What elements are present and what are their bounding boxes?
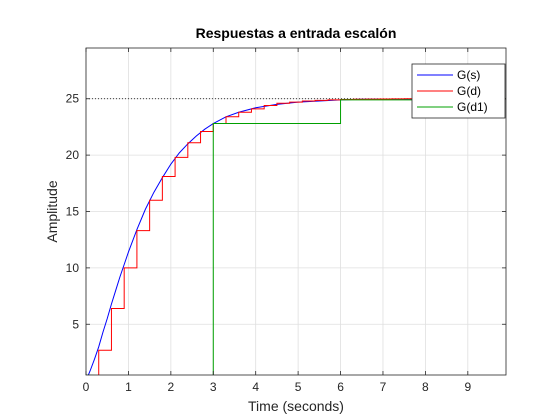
y-tick-label: 5 xyxy=(72,317,79,331)
x-tick-label: 6 xyxy=(337,380,344,394)
series-line-g-d xyxy=(86,98,506,375)
legend: G(s) G(d) G(d1) xyxy=(411,63,506,119)
x-tick-label: 8 xyxy=(422,380,429,394)
x-tick-label: 1 xyxy=(125,380,132,394)
x-axis-label: Time (seconds) xyxy=(248,398,344,414)
ticks xyxy=(85,48,506,375)
x-tick-label: 5 xyxy=(295,380,302,394)
x-tick-label: 4 xyxy=(252,380,259,394)
y-axis-label: Amplitude xyxy=(44,180,60,242)
legend-label-g-d1: G(d1) xyxy=(457,100,488,114)
legend-label-g-s: G(s) xyxy=(457,68,480,82)
x-tick-label: 7 xyxy=(380,380,387,394)
y-tick-label: 25 xyxy=(66,92,80,106)
tick-labels: 0 1 2 3 4 5 6 7 8 9 5 10 15 20 25 xyxy=(66,92,472,394)
x-tick-label: 0 xyxy=(83,380,90,394)
y-tick-label: 15 xyxy=(66,205,80,219)
y-tick-label: 10 xyxy=(66,261,80,275)
chart-title: Respuestas a entrada escalón xyxy=(196,25,397,41)
legend-label-g-d: G(d) xyxy=(457,84,481,98)
y-tick-label: 20 xyxy=(66,148,80,162)
x-tick-label: 9 xyxy=(464,380,471,394)
x-tick-label: 3 xyxy=(210,380,217,394)
x-tick-label: 2 xyxy=(168,380,175,394)
